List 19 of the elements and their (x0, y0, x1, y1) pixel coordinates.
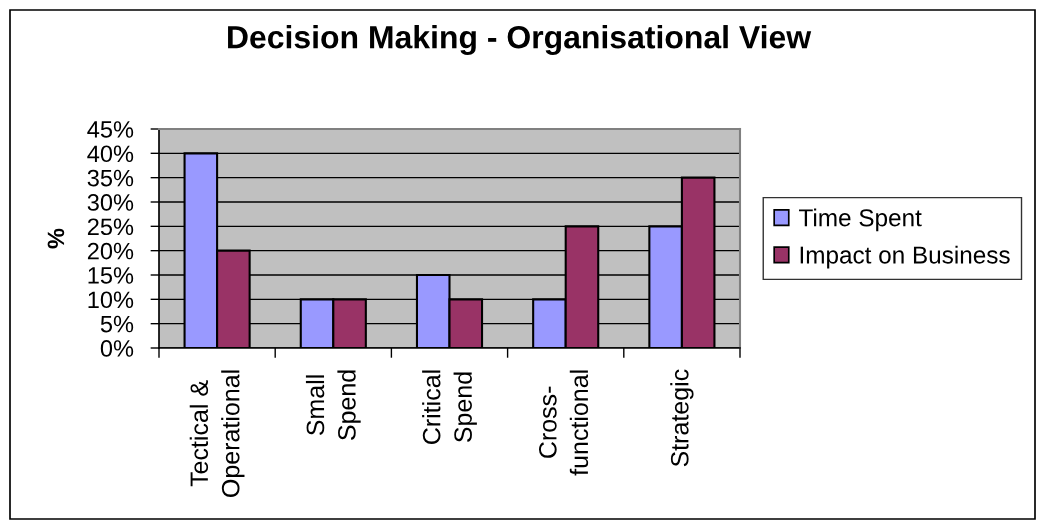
y-tick-label: 20% (87, 242, 134, 260)
y-tick-label: 0% (100, 340, 134, 357)
x-tick-label: Cross- functional (538, 370, 589, 476)
x-tick-label: Critical Spend (422, 370, 477, 444)
x-tick-label: Small Spend (305, 370, 361, 440)
y-tick-label: 45% (87, 121, 134, 138)
chart-title: Decision Making - Organisational View (228, 25, 812, 55)
legend-label: Impact on Business (800, 245, 1010, 269)
y-tick-label: 35% (87, 169, 134, 187)
x-tick-label: Tectical & Operational (189, 370, 245, 497)
y-tick-label: 30% (87, 194, 134, 211)
y-tick-label: 10% (88, 291, 134, 309)
y-axis-title: % (47, 228, 65, 249)
x-tick-label: Strategic (670, 369, 694, 467)
y-tick-label: 25% (87, 218, 134, 236)
legend-label: Time Spent (799, 208, 922, 232)
y-tick-label: 40% (87, 145, 134, 163)
y-tick-label: 5% (100, 315, 134, 333)
y-tick-label: 15% (88, 267, 134, 284)
